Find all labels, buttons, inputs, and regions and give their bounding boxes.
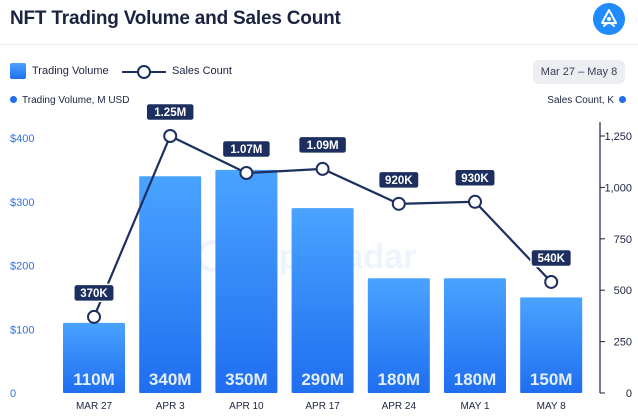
brand-logo-icon bbox=[593, 3, 625, 35]
sales-count-label: 920K bbox=[385, 175, 413, 187]
volume-bar-label: 180M bbox=[454, 370, 497, 389]
x-tick-label: APR 17 bbox=[305, 401, 340, 412]
sales-count-badge bbox=[221, 139, 272, 159]
x-tick-label: APR 10 bbox=[229, 401, 264, 412]
x-tick-label: MAR 27 bbox=[76, 401, 113, 412]
right-tick-label: 1,000 bbox=[604, 182, 632, 194]
sales-count-badge bbox=[73, 283, 115, 303]
sales-count-label: 1.25M bbox=[154, 107, 186, 119]
chart-title: NFT Trading Volume and Sales Count bbox=[10, 8, 341, 29]
sales-count-point bbox=[163, 129, 178, 143]
right-tick-label: 1,250 bbox=[604, 131, 632, 143]
legend-bar-swatch bbox=[10, 63, 26, 79]
legend-line-swatch-icon bbox=[122, 65, 166, 79]
sales-count-point bbox=[239, 166, 254, 181]
left-tick-label: $100 bbox=[10, 324, 34, 336]
legend-line-label[interactable]: Sales Count bbox=[172, 65, 232, 77]
sales-count-label: 930K bbox=[461, 173, 489, 185]
header-divider bbox=[0, 44, 638, 45]
sales-count-point bbox=[315, 161, 330, 176]
volume-bar-label: 110M bbox=[73, 370, 115, 389]
sales-count-badge bbox=[145, 102, 195, 122]
left-axis-title: Trading Volume, M USD bbox=[10, 95, 129, 106]
volume-bar bbox=[444, 278, 506, 393]
right-tick-label: 750 bbox=[614, 234, 632, 246]
volume-bar-label: 340M bbox=[149, 370, 192, 389]
right-axis-title-text: Sales Count, K bbox=[547, 95, 614, 106]
volume-bar-label: 180M bbox=[378, 370, 421, 389]
sales-count-badge bbox=[454, 168, 496, 188]
legend-bar-label[interactable]: Trading Volume bbox=[32, 65, 109, 77]
x-tick-label: APR 24 bbox=[382, 401, 417, 412]
left-tick-label: $300 bbox=[10, 197, 34, 209]
right-axis-title: Sales Count, K bbox=[547, 95, 626, 106]
x-tick-label: MAY 8 bbox=[537, 401, 567, 412]
sales-count-label: 370K bbox=[80, 288, 108, 300]
sales-count-badge bbox=[297, 135, 348, 155]
left-tick-label: 0 bbox=[10, 388, 16, 400]
volume-bar-label: 350M bbox=[225, 370, 268, 389]
left-tick-label: $400 bbox=[10, 133, 34, 145]
volume-bar bbox=[139, 176, 202, 393]
right-axis-dot-icon bbox=[619, 96, 626, 103]
volume-bar-label: 290M bbox=[301, 370, 344, 389]
right-tick-label: 250 bbox=[614, 337, 632, 349]
left-axis-dot-icon bbox=[10, 96, 17, 103]
sales-count-label: 540K bbox=[537, 253, 565, 265]
right-tick-label: 0 bbox=[626, 388, 632, 400]
left-tick-label: $200 bbox=[10, 261, 34, 273]
date-range-selector[interactable]: Mar 27 – May 8 bbox=[533, 60, 625, 84]
volume-bar bbox=[63, 322, 125, 393]
sales-count-point bbox=[468, 194, 482, 209]
x-tick-label: APR 3 bbox=[156, 401, 185, 412]
left-axis-title-text: Trading Volume, M USD bbox=[22, 95, 130, 106]
sales-count-badge bbox=[377, 170, 420, 190]
volume-bar bbox=[291, 208, 354, 393]
volume-bar bbox=[367, 278, 430, 393]
x-tick-label: MAY 1 bbox=[460, 401, 490, 412]
sales-count-point bbox=[544, 274, 559, 289]
sales-count-point bbox=[391, 196, 406, 211]
sales-count-point bbox=[87, 309, 101, 324]
sales-count-badge bbox=[530, 248, 573, 268]
volume-bar bbox=[215, 169, 278, 393]
volume-bar-label: 150M bbox=[530, 370, 573, 389]
sales-count-label: 1.09M bbox=[307, 140, 339, 152]
sales-count-label: 1.07M bbox=[230, 144, 262, 156]
right-tick-label: 500 bbox=[614, 285, 632, 297]
volume-bar bbox=[520, 297, 583, 393]
